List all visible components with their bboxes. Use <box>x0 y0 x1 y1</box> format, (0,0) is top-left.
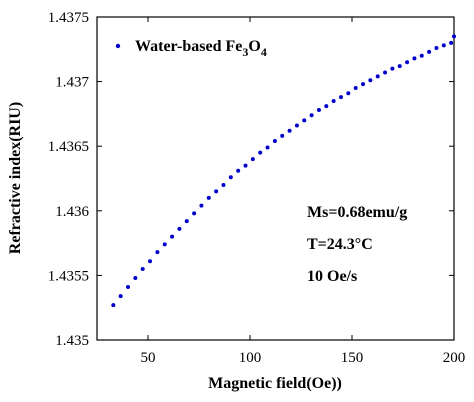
data-point <box>338 95 343 100</box>
plot-frame <box>96 16 455 341</box>
y-tick-label: 1.437 <box>55 75 89 91</box>
data-point <box>405 60 410 65</box>
data-point <box>126 285 131 290</box>
data-point <box>221 182 226 187</box>
data-point <box>155 250 160 255</box>
data-point <box>383 70 388 75</box>
data-point <box>184 219 189 224</box>
legend: Water-based Fe3O4 <box>115 38 267 59</box>
data-point <box>427 49 432 54</box>
data-point <box>228 175 233 180</box>
y-tick-label: 1.435 <box>55 333 89 349</box>
data-point <box>177 226 182 231</box>
data-point <box>192 211 197 216</box>
data-point <box>206 195 211 200</box>
y-tick-label: 1.436 <box>55 204 89 220</box>
data-point <box>397 64 402 69</box>
data-point <box>140 266 145 271</box>
data-point <box>287 128 292 133</box>
data-point <box>199 203 204 208</box>
data-point <box>309 113 314 118</box>
data-point <box>452 34 456 39</box>
data-point <box>280 133 285 138</box>
legend-marker <box>115 43 121 49</box>
data-point <box>441 43 446 48</box>
annotation-ms: Ms=0.68emu/g <box>307 204 407 221</box>
plot-area <box>96 16 455 341</box>
legend-label: Water-based Fe3O4 <box>135 38 267 59</box>
axis-ticks: 1.435 1.4355 1.436 1.4365 1.437 1.4375 50 100 15… <box>48 10 466 366</box>
data-point <box>148 259 153 264</box>
x-axis-title: Magnetic field(Oe)) <box>208 375 342 392</box>
x-tick-label: 50 <box>141 350 156 366</box>
data-point <box>353 86 358 91</box>
data-point <box>258 150 263 155</box>
data-point <box>133 275 138 280</box>
data-point <box>243 163 248 168</box>
annotation-temperature: T=24.3°C <box>307 236 373 253</box>
data-point <box>449 40 454 45</box>
data-point <box>111 303 116 308</box>
data-point <box>419 53 424 58</box>
data-point <box>324 104 329 109</box>
x-tick-label: 150 <box>341 350 364 366</box>
x-tick-label: 200 <box>443 350 466 366</box>
y-tick-label: 1.4355 <box>48 268 89 284</box>
y-axis-title: Refractive index(RIU) <box>7 102 24 254</box>
data-point <box>375 74 380 79</box>
data-point <box>214 189 219 194</box>
data-point <box>368 78 373 83</box>
data-markers <box>111 34 456 308</box>
data-point <box>412 56 417 61</box>
data-point <box>331 98 336 103</box>
data-point <box>434 46 439 51</box>
data-point <box>361 82 366 87</box>
annotation-rate: 10 Oe/s <box>307 268 357 285</box>
y-tick-label: 1.4365 <box>48 139 89 155</box>
data-point <box>236 168 241 173</box>
data-point <box>118 294 123 299</box>
data-point <box>265 145 270 150</box>
data-point <box>316 108 321 113</box>
data-point <box>272 139 277 144</box>
data-point <box>390 66 395 71</box>
data-point <box>294 123 299 128</box>
data-point <box>170 234 175 239</box>
x-tick-label: 100 <box>239 350 262 366</box>
data-point <box>346 91 351 96</box>
data-point <box>162 242 167 247</box>
data-point <box>250 157 255 162</box>
y-tick-label: 1.4375 <box>48 10 89 26</box>
data-point <box>302 118 307 123</box>
